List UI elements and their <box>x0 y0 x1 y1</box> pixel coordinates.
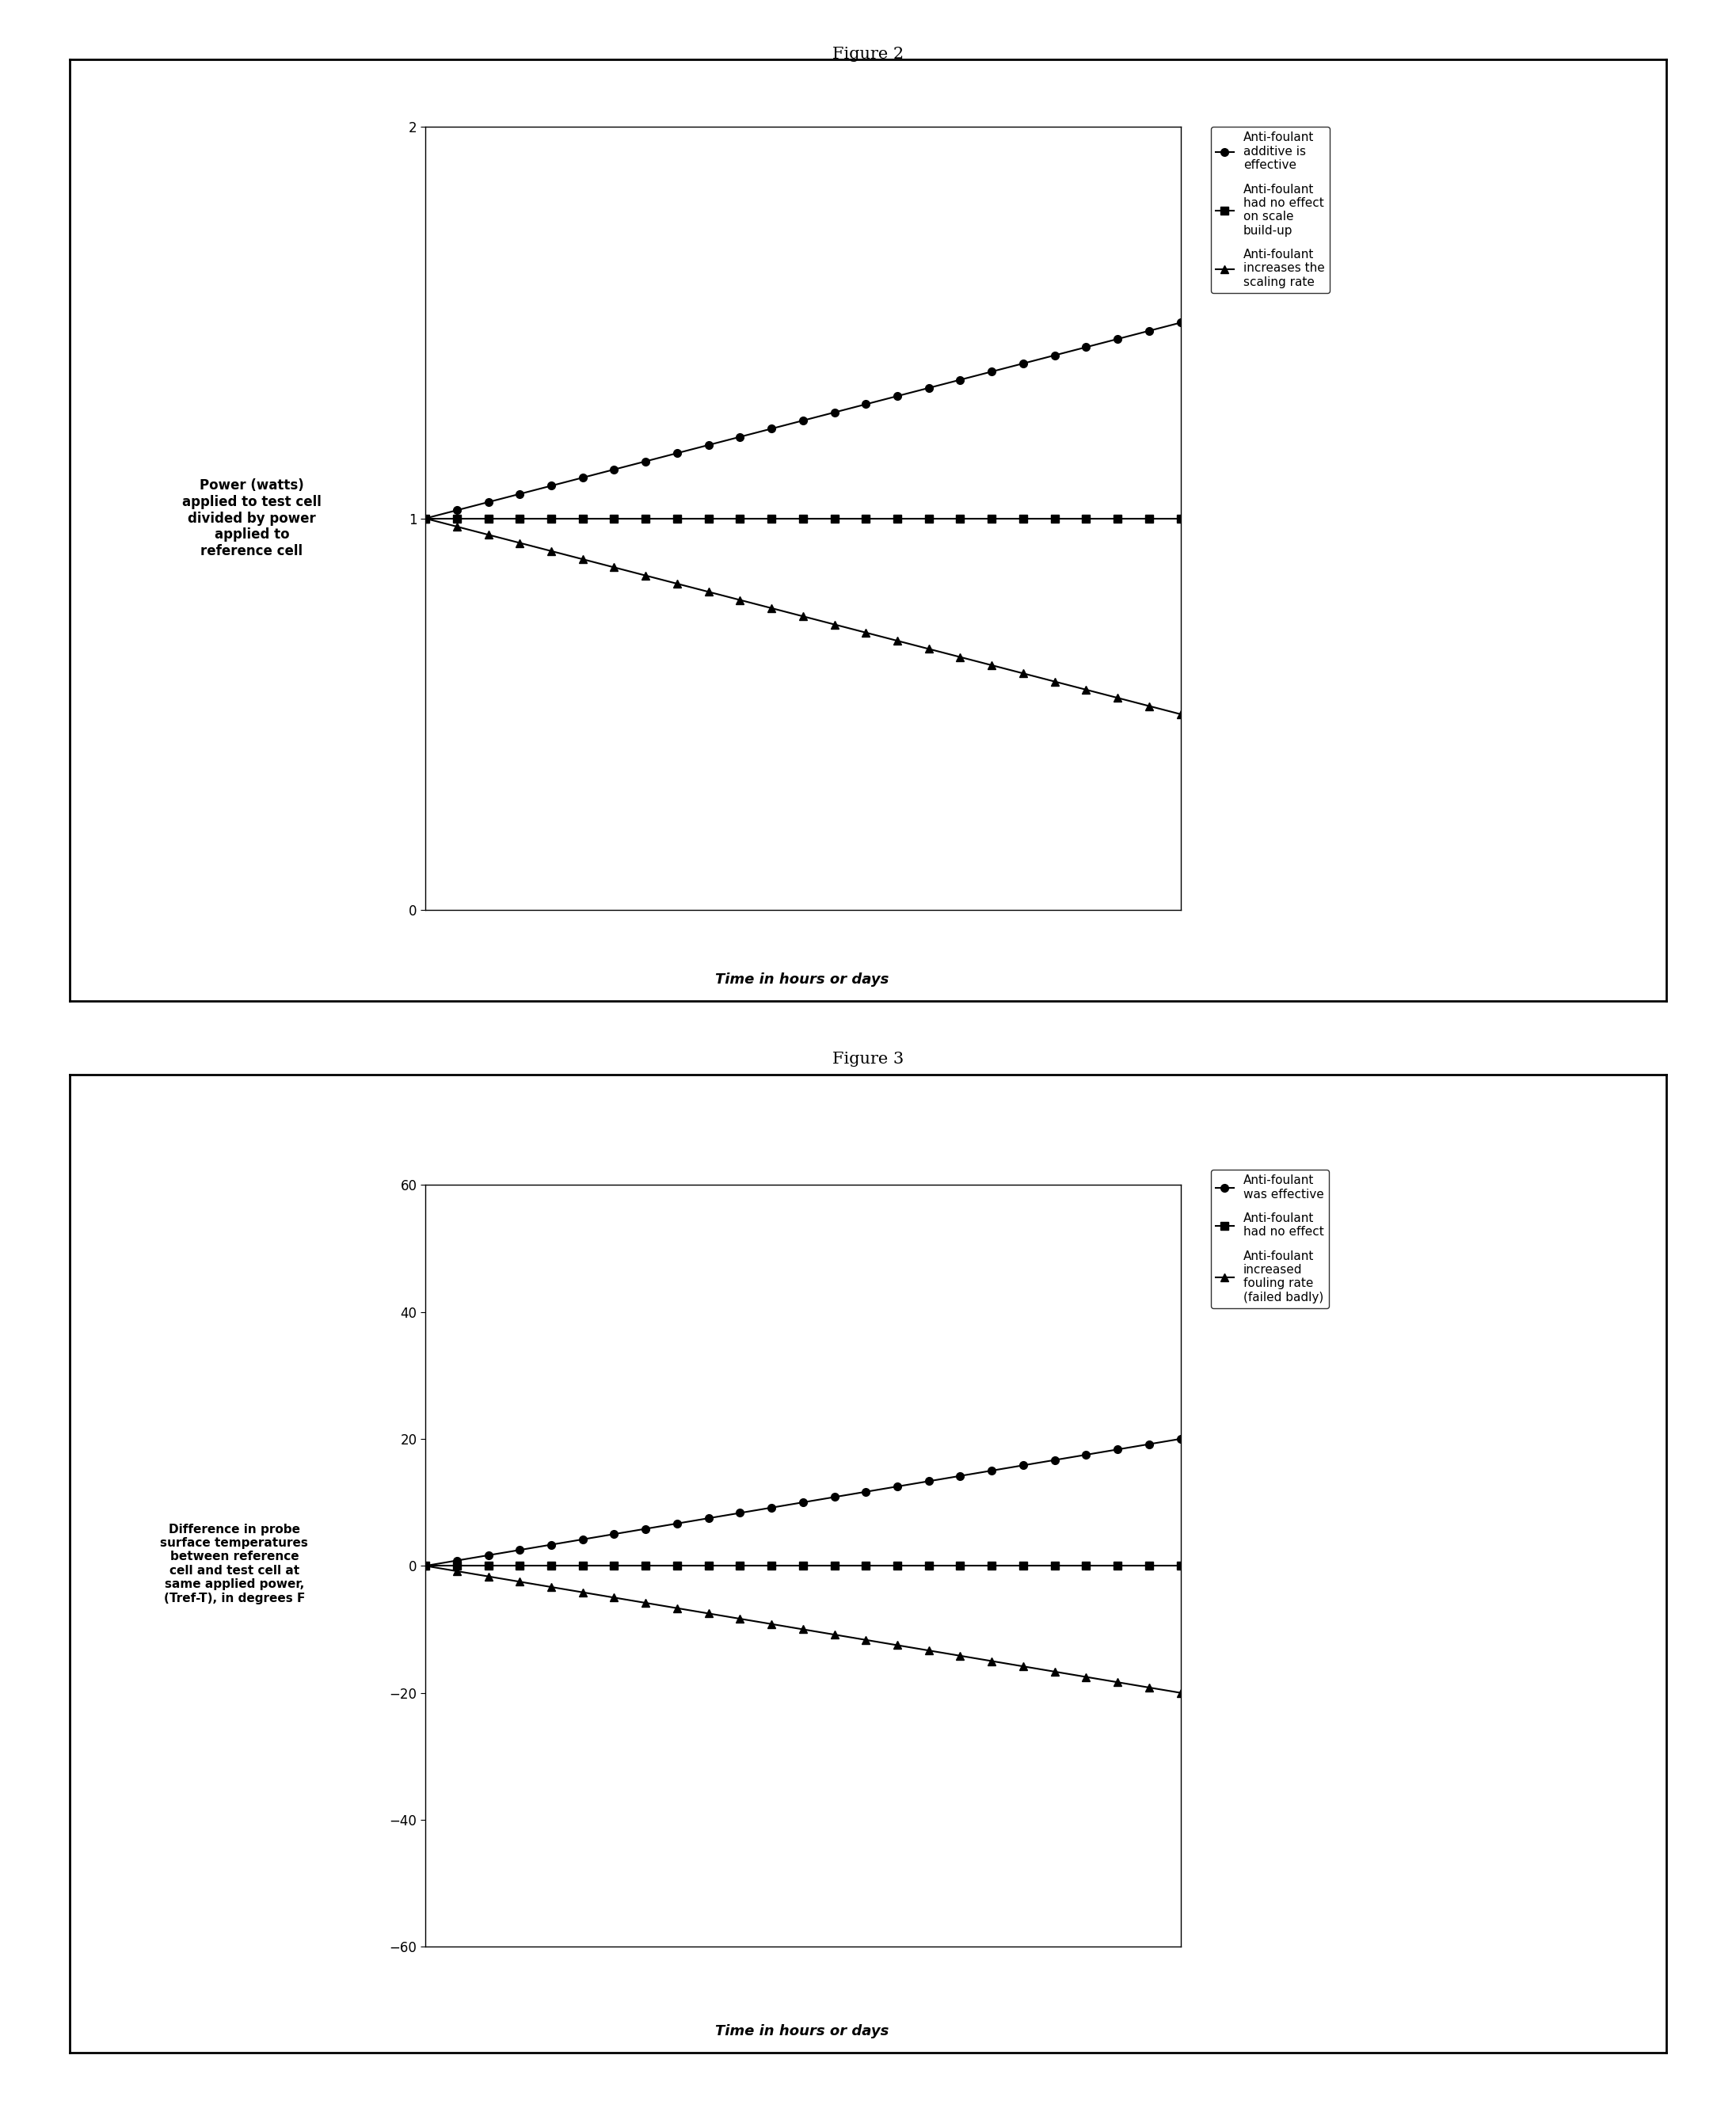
Legend: Anti-foulant
was effective, Anti-foulant
had no effect, Anti-foulant
increased
f: Anti-foulant was effective, Anti-foulant… <box>1210 1170 1328 1308</box>
Text: Power (watts)
applied to test cell
divided by power
applied to
reference cell: Power (watts) applied to test cell divid… <box>182 478 321 559</box>
Text: Figure 2: Figure 2 <box>832 47 904 61</box>
Text: Time in hours or days: Time in hours or days <box>715 973 889 986</box>
Text: Time in hours or days: Time in hours or days <box>715 2025 889 2038</box>
Legend: Anti-foulant
additive is
effective, Anti-foulant
had no effect
on scale
build-up: Anti-foulant additive is effective, Anti… <box>1210 127 1330 292</box>
Text: Difference in probe
surface temperatures
between reference
cell and test cell at: Difference in probe surface temperatures… <box>160 1524 309 1604</box>
Text: Figure 3: Figure 3 <box>832 1052 904 1066</box>
